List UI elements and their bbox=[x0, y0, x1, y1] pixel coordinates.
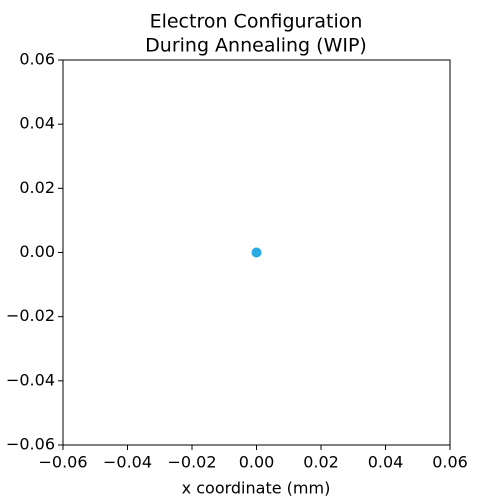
x-tick-label: 0.04 bbox=[368, 453, 404, 472]
x-tick-label: −0.06 bbox=[38, 453, 87, 472]
y-tick-label: 0.00 bbox=[19, 242, 55, 261]
y-tick-label: 0.04 bbox=[19, 114, 55, 133]
y-tick-label: −0.04 bbox=[6, 370, 55, 389]
x-axis-label: x coordinate (mm) bbox=[182, 479, 331, 498]
y-tick-label: −0.02 bbox=[6, 306, 55, 325]
x-tick-label: −0.04 bbox=[103, 453, 152, 472]
y-tick-label: 0.06 bbox=[19, 50, 55, 69]
x-tick-label: 0.06 bbox=[432, 453, 468, 472]
x-tick-label: 0.00 bbox=[239, 453, 275, 472]
chart-title: Electron Configuration bbox=[150, 11, 363, 33]
point bbox=[251, 247, 262, 258]
x-tick-label: −0.02 bbox=[167, 453, 216, 472]
y-tick-label: 0.02 bbox=[19, 178, 55, 197]
chart-title: During Annealing (WIP) bbox=[145, 35, 367, 57]
x-tick-label: 0.02 bbox=[303, 453, 339, 472]
y-tick-label: −0.06 bbox=[6, 435, 55, 454]
